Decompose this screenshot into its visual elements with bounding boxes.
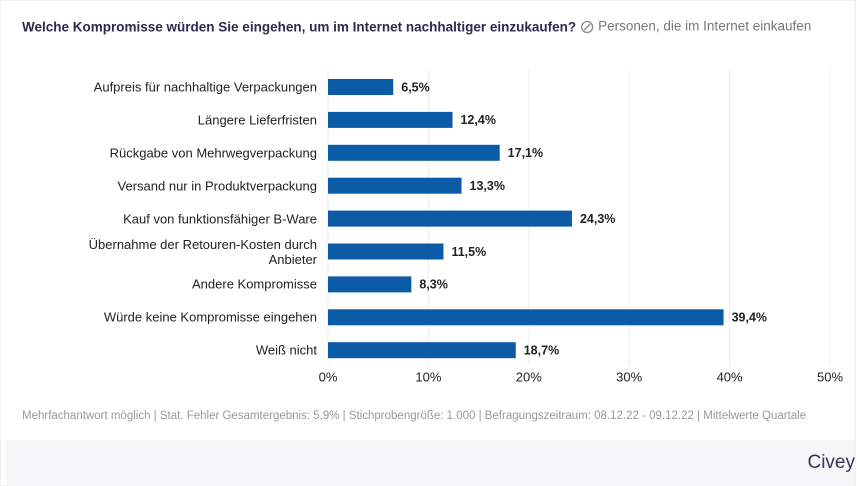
category-label: Rückgabe von Mehrwegverpackung: [109, 145, 317, 161]
category-label: Andere Kompromisse: [192, 276, 317, 292]
x-tick-label: 0%: [319, 369, 338, 384]
footnote: Mehrfachantwort möglich | Stat. Fehler G…: [22, 410, 806, 422]
bar: [328, 111, 453, 128]
value-label: 8,3%: [419, 278, 448, 292]
category-label: Kauf von funktionsfähiger B-Ware: [123, 211, 317, 227]
category-label: Weiß nicht: [255, 342, 317, 358]
x-tick-label: 30%: [616, 369, 642, 384]
value-label: 18,7%: [524, 343, 559, 357]
bar: [328, 144, 500, 161]
footer-band: [6, 440, 855, 486]
category-label: Versand nur in Produktverpackung: [117, 178, 317, 194]
brand: Civey: [807, 452, 855, 473]
value-label: 13,3%: [470, 179, 505, 193]
category-label: Übernahme der Retouren-Kosten durch Anbi…: [88, 236, 317, 267]
bar: [328, 276, 412, 293]
icon: [580, 20, 594, 34]
value-label: 17,1%: [508, 146, 543, 160]
bar: [328, 342, 516, 359]
x-tick-label: 20%: [516, 369, 542, 384]
bar: [328, 243, 444, 260]
x-tick-label: 40%: [717, 369, 743, 384]
category-label: Längere Lieferfristen: [197, 112, 317, 128]
value-label: 24,3%: [580, 212, 615, 226]
chart-subtitle: Personen, die im Internet einkaufen: [598, 19, 811, 34]
bar: [328, 177, 462, 194]
bar: [328, 309, 724, 326]
value-label: 12,4%: [460, 113, 495, 127]
x-tick-label: 10%: [415, 369, 441, 384]
value-label: 11,5%: [451, 245, 486, 259]
x-tick-label: 50%: [817, 369, 843, 384]
bar: [328, 79, 394, 95]
chart-title: Welche Kompromisse würden Sie eingehen, …: [22, 20, 576, 35]
value-label: 39,4%: [732, 311, 767, 325]
bar: [328, 210, 572, 227]
value-label: 6,5%: [401, 80, 430, 94]
category-label: Würde keine Kompromisse eingehen: [103, 309, 317, 325]
category-label: Aufpreis für nachhaltige Verpackungen: [93, 79, 317, 95]
